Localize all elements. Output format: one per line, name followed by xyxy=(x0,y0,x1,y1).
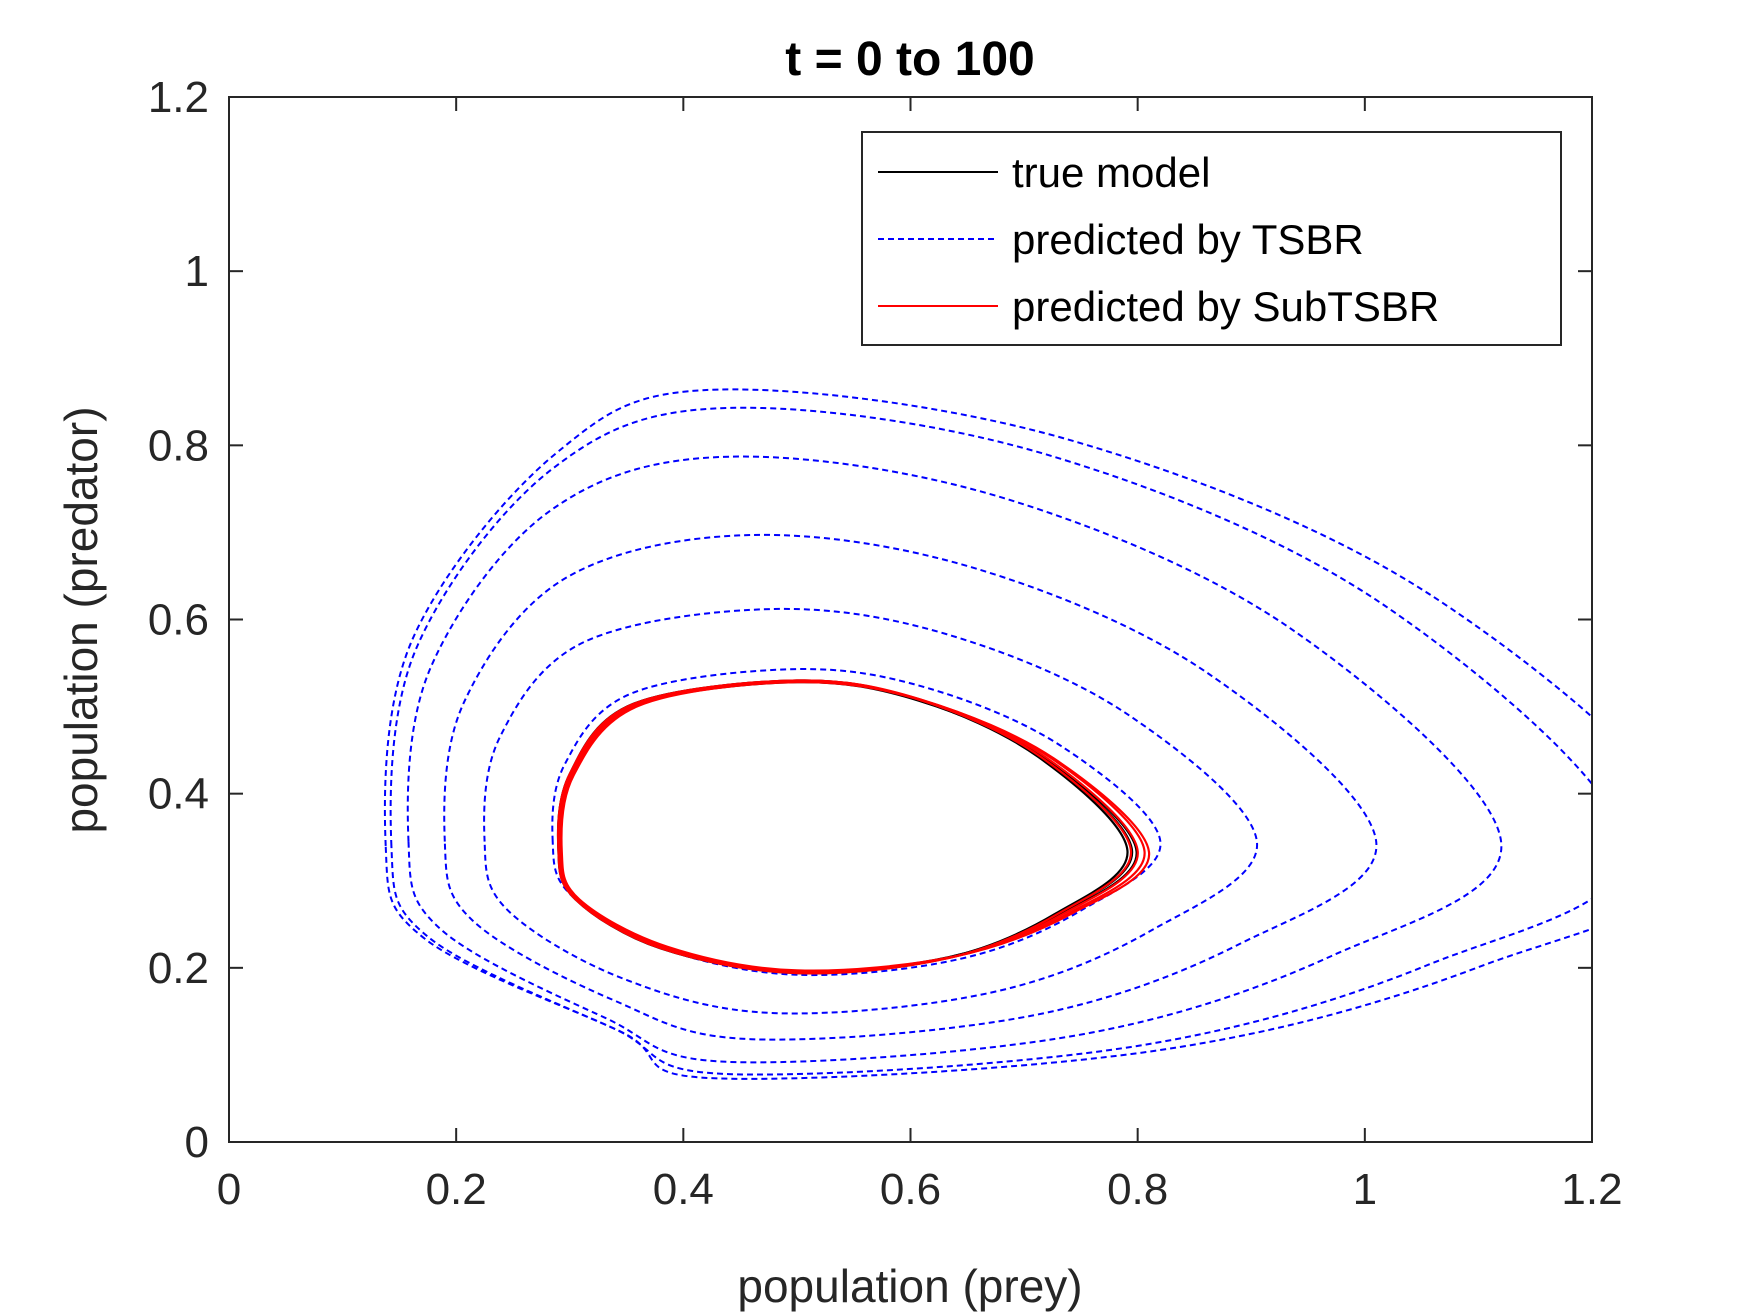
legend-label-tsbr: predicted by TSBR xyxy=(1012,216,1364,263)
y-tick-label: 0.8 xyxy=(148,421,209,470)
series-subtsbr-orbit xyxy=(558,679,1139,974)
y-tick-label: 0.4 xyxy=(148,770,209,819)
y-tick-label: 0 xyxy=(185,1118,209,1167)
y-axis-label: population (predator) xyxy=(55,406,107,833)
x-axis-label: population (prey) xyxy=(737,1260,1082,1312)
series-subtsbr xyxy=(556,679,1151,975)
y-tick-label: 1.2 xyxy=(148,73,209,122)
y-tick-label: 0.2 xyxy=(148,944,209,993)
chart-title: t = 0 to 100 xyxy=(785,33,1034,86)
legend-label-true-model: true model xyxy=(1012,149,1210,196)
series-tsbr-orbit xyxy=(383,388,1592,1080)
x-tick-label: 0.6 xyxy=(880,1165,941,1214)
series-tsbr-orbit xyxy=(389,406,1592,1076)
series-tsbr-orbit xyxy=(443,533,1378,1041)
x-tick-label: 0.8 xyxy=(1107,1165,1168,1214)
x-tick-label: 1.2 xyxy=(1561,1165,1622,1214)
series-tsbr-orbit xyxy=(483,607,1258,1015)
x-tick-label: 0.4 xyxy=(653,1165,714,1214)
x-tick-labels: 0 0.2 0.4 0.6 0.8 1 1.2 xyxy=(217,1165,1623,1214)
legend: true model predicted by TSBR predicted b… xyxy=(861,131,1562,346)
y-tick-labels: 0 0.2 0.4 0.6 0.8 1 1.2 xyxy=(148,73,209,1167)
x-tick-label: 0 xyxy=(217,1165,241,1214)
series-tsbr xyxy=(383,388,1592,1080)
y-tick-label: 1 xyxy=(185,247,209,296)
series-tsbr-orbit xyxy=(406,455,1503,1064)
plot-series xyxy=(383,388,1592,1080)
legend-label-subtsbr: predicted by SubTSBR xyxy=(1012,283,1439,330)
y-tick-label: 0.6 xyxy=(148,596,209,645)
series-subtsbr-orbit xyxy=(560,681,1151,972)
x-tick-label: 1 xyxy=(1353,1165,1377,1214)
series-tsbr-orbit xyxy=(551,668,1162,977)
x-tick-label: 0.2 xyxy=(426,1165,487,1214)
plot-frame xyxy=(228,96,1593,1143)
